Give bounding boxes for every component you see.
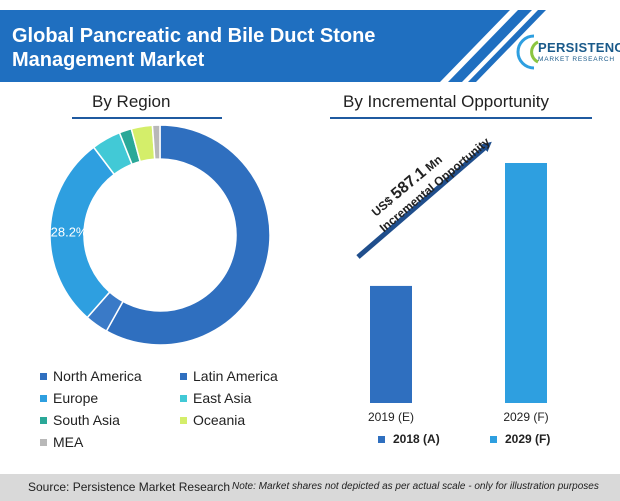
legend-europe: Europe bbox=[40, 390, 98, 406]
banner-stripe-1 bbox=[448, 10, 532, 82]
legend-label: East Asia bbox=[193, 390, 252, 406]
opportunity-bar-chart: US$ 587.1 Mn Incremental Opportunity 201… bbox=[356, 134, 549, 424]
donut-data-label: 28.2% bbox=[51, 225, 88, 240]
legend-swatch bbox=[40, 372, 47, 380]
title-line-2: Management Market bbox=[12, 49, 205, 71]
logo-subtitle: MARKET RESEARCH bbox=[538, 56, 615, 63]
legend-swatch bbox=[40, 394, 47, 402]
legend-label: Latin America bbox=[193, 368, 278, 384]
legend-swatch bbox=[180, 416, 187, 424]
bar-first bbox=[370, 285, 412, 403]
donut-slice-north-america bbox=[105, 124, 271, 346]
banner-stripe-2 bbox=[468, 10, 546, 82]
growth-arrow bbox=[356, 141, 492, 259]
legend-north-america: North America bbox=[40, 368, 142, 384]
legend-swatch bbox=[180, 372, 187, 380]
legend-swatch bbox=[40, 438, 47, 446]
title-banner-shape bbox=[0, 10, 510, 82]
arrow-label-group: US$ 587.1 Mn Incremental Opportunity bbox=[369, 134, 493, 235]
legend-east-asia: East Asia bbox=[180, 390, 251, 406]
bar-legend-2018: 2018 (A) bbox=[378, 432, 440, 446]
header-banner: Global Pancreatic and Bile Duct Stone Ma… bbox=[0, 10, 620, 82]
bar-category-label: 2029 (F) bbox=[503, 410, 548, 424]
legend-label: Europe bbox=[53, 390, 99, 406]
legend-swatch bbox=[378, 435, 385, 443]
region-title-underline bbox=[72, 117, 222, 119]
header-background bbox=[0, 10, 546, 82]
persistence-logo: PERSISTENCE MARKET RESEARCH bbox=[516, 28, 620, 76]
legend-oceania: Oceania bbox=[180, 412, 245, 428]
footer-source: Source: Persistence Market Research bbox=[28, 480, 231, 494]
legend-mea: MEA bbox=[40, 434, 83, 450]
legend-south-asia: South Asia bbox=[40, 412, 120, 428]
footer: Source: Persistence Market Research Note… bbox=[0, 474, 620, 501]
page-title: Global Pancreatic and Bile Duct Stone Ma… bbox=[12, 24, 375, 72]
legend-label: 2018 (A) bbox=[393, 432, 440, 446]
donut-slice-mea bbox=[151, 124, 161, 160]
opportunity-title-underline bbox=[330, 117, 592, 119]
logo-name: PERSISTENCE bbox=[538, 40, 620, 55]
legend-swatch bbox=[180, 394, 187, 402]
legend-label: Oceania bbox=[193, 412, 246, 428]
legend-label: North America bbox=[53, 368, 142, 384]
legend-latin-america: Latin America bbox=[180, 368, 278, 384]
bar-category-label: 2019 (E) bbox=[368, 410, 414, 424]
legend-label: 2029 (F) bbox=[505, 432, 551, 446]
region-donut-chart: 28.2% bbox=[49, 124, 271, 346]
opportunity-section-title: By Incremental Opportunity bbox=[343, 92, 549, 111]
legend-swatch bbox=[490, 435, 497, 443]
legend-label: MEA bbox=[53, 434, 84, 450]
region-section-title: By Region bbox=[92, 92, 171, 111]
bar-second bbox=[505, 163, 547, 403]
title-line-1: Global Pancreatic and Bile Duct Stone bbox=[12, 25, 376, 47]
legend-label: South Asia bbox=[53, 412, 120, 428]
logo-mark-icon bbox=[516, 34, 539, 70]
footer-note: Note: Market shares not depicted as per … bbox=[232, 481, 599, 492]
bar-legend-2029: 2029 (F) bbox=[490, 432, 550, 446]
legend-swatch bbox=[40, 416, 47, 424]
